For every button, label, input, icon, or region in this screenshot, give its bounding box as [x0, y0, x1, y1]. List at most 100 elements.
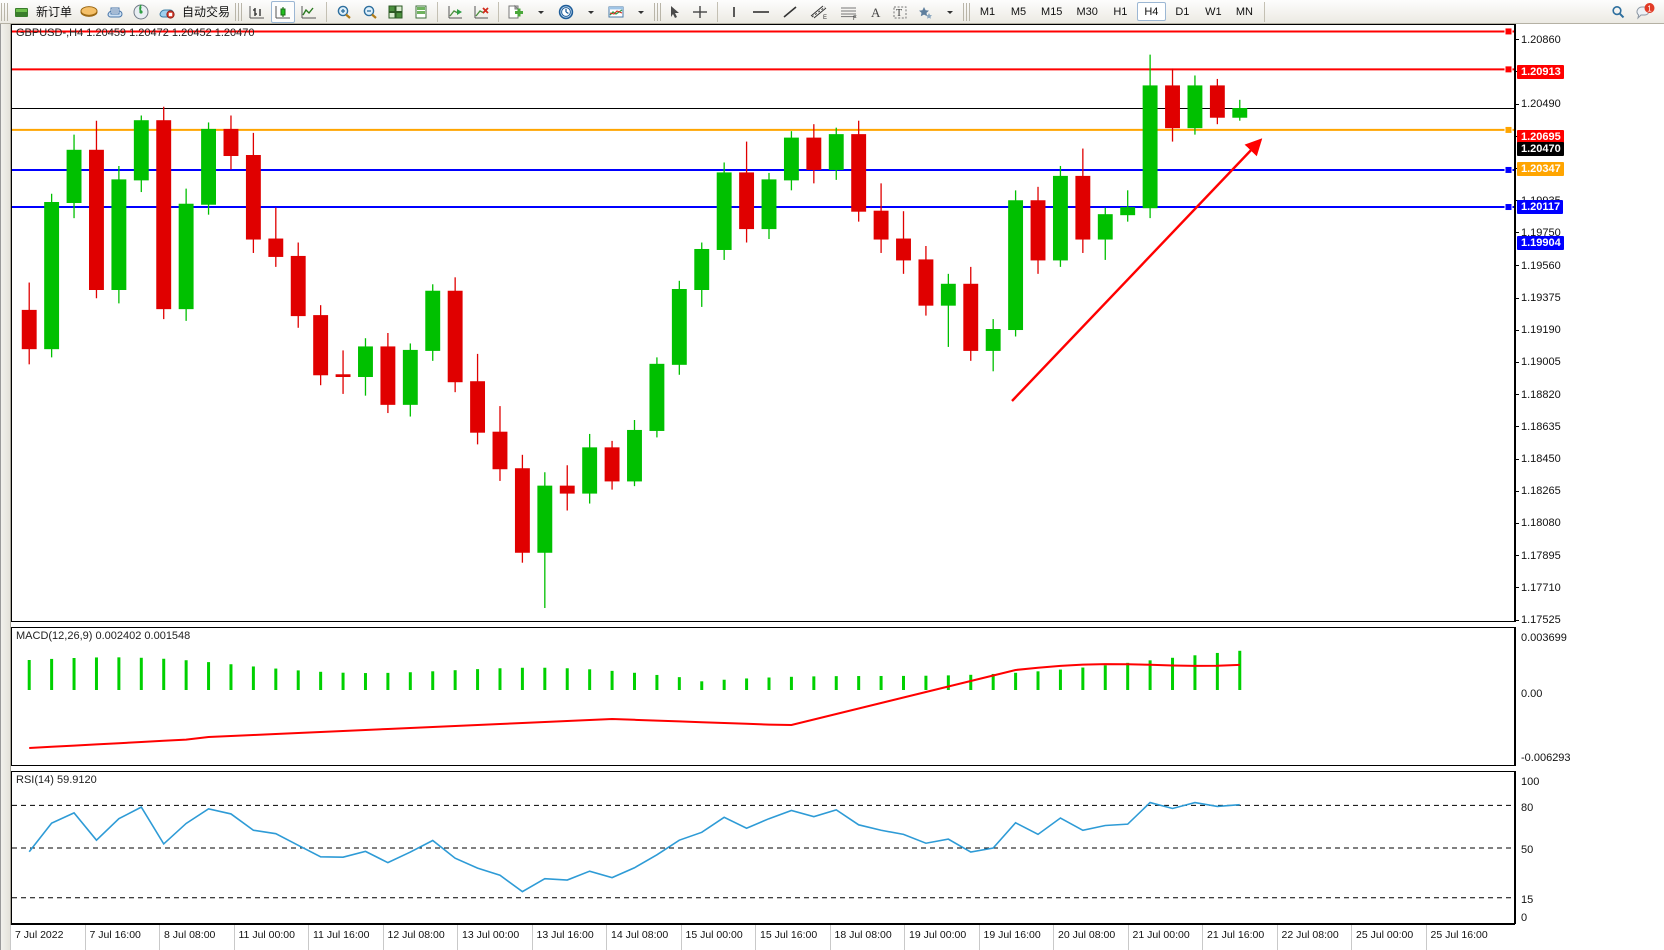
time-axis[interactable]: 7 Jul 2022 7 Jul 16:00 8 Jul 08:00 11 Jul 0…	[10, 924, 1515, 950]
resistance-1-tag[interactable]: 1.20695	[1517, 130, 1564, 144]
autotrading-label[interactable]: 自动交易	[182, 5, 231, 19]
vertical-line-icon[interactable]	[723, 1, 745, 23]
svg-text:F: F	[853, 16, 857, 20]
main-toolbar: 新订单	[0, 0, 1664, 24]
candlestick-plot[interactable]	[12, 25, 1514, 621]
time-separator	[1202, 925, 1203, 950]
line-chart-type-icon[interactable]	[297, 1, 321, 23]
price-tick: 1.19005	[1515, 357, 1561, 368]
new-order-label[interactable]: 新订单	[36, 5, 73, 19]
level-handle-support-1[interactable]	[1504, 165, 1513, 174]
data-window-icon[interactable]	[410, 1, 432, 23]
fibonacci-icon[interactable]: F	[835, 1, 863, 23]
timeframe-w1[interactable]: W1	[1199, 2, 1228, 21]
timeframe-d1[interactable]: D1	[1168, 2, 1197, 21]
candle-body	[1232, 108, 1248, 118]
price-tick: 1.19560	[1515, 260, 1561, 271]
timeframe-h4[interactable]: H4	[1136, 2, 1166, 21]
search-icon[interactable]	[1606, 1, 1630, 23]
macd-scale[interactable]: 0.003699 0.00 -0.006293	[1515, 627, 1664, 766]
last-price-tag[interactable]: 1.20470	[1517, 142, 1564, 156]
timeframe-m5[interactable]: M5	[1004, 2, 1033, 21]
candle-body	[761, 179, 777, 230]
text-icon[interactable]: A	[865, 1, 887, 23]
pivot-tag[interactable]: 1.20347	[1517, 162, 1564, 176]
level-handle-pivot[interactable]	[1504, 125, 1513, 134]
chart-header-label: GBPUSD-,H4 1.20459 1.20472 1.20452 1.204…	[16, 27, 255, 39]
support-1-tag[interactable]: 1.20117	[1517, 200, 1564, 214]
timeframe-label: M1	[979, 5, 996, 18]
cursor-icon[interactable]	[664, 1, 686, 23]
candle-body	[873, 210, 889, 240]
time-label: 25 Jul 16:00	[1430, 929, 1488, 941]
rsi-scale[interactable]: 100 80 50 15 0	[1515, 771, 1664, 924]
chevron-down-icon-4[interactable]	[939, 1, 961, 23]
bar-chart-type-icon[interactable]	[245, 1, 269, 23]
stop-tester-icon[interactable]	[469, 1, 493, 23]
timeframe-mn[interactable]: MN	[1230, 2, 1259, 21]
candlestick-chart-type-icon[interactable]	[271, 0, 296, 23]
horizontal-line-icon[interactable]	[747, 1, 775, 23]
toolbar-grip-4[interactable]	[963, 2, 971, 21]
equidistant-channel-icon[interactable]: E	[805, 1, 833, 23]
time-separator	[84, 925, 86, 950]
time-label: 22 Jul 08:00	[1281, 929, 1339, 941]
time-label: 15 Jul 00:00	[685, 929, 743, 941]
macd-axis-line	[1515, 627, 1516, 766]
time-separator	[1053, 925, 1054, 950]
objects-icon[interactable]	[913, 1, 937, 23]
chart-window[interactable]: GBPUSD-,H4 1.20459 1.20472 1.20452 1.204…	[0, 24, 1664, 950]
toolbar-grip-1[interactable]	[1, 2, 8, 21]
timeframe-label: W1	[1205, 5, 1222, 18]
zoom-out-icon[interactable]	[358, 1, 382, 23]
toolbar-separator-1	[326, 1, 328, 22]
toolbar-grip-3[interactable]	[654, 2, 662, 21]
macd-tick: 0.00	[1521, 688, 1543, 700]
timeframe-m30[interactable]: M30	[1070, 2, 1103, 21]
time-separator	[382, 925, 384, 950]
candle-body	[559, 485, 575, 494]
bar-chart-icon[interactable]	[77, 1, 101, 23]
text-label-icon[interactable]: T	[889, 1, 911, 23]
autotrading-icon[interactable]	[155, 1, 179, 23]
svg-text:T: T	[896, 8, 902, 19]
chevron-down-icon-3[interactable]	[630, 1, 652, 23]
chevron-down-icon[interactable]	[530, 1, 552, 23]
level-handle-resistance-2[interactable]	[1504, 27, 1513, 36]
templates-icon[interactable]	[504, 1, 528, 23]
candle-body	[783, 137, 799, 181]
support-2-tag[interactable]: 1.19904	[1517, 236, 1564, 250]
trendline-icon[interactable]	[777, 1, 803, 23]
timeframe-m1[interactable]: M1	[973, 2, 1002, 21]
new-order-icon[interactable]	[11, 1, 33, 23]
timeframe-h1[interactable]: H1	[1106, 2, 1135, 21]
level-handle-support-2[interactable]	[1504, 203, 1513, 212]
notifications-icon[interactable]: 1	[1632, 1, 1658, 23]
time-label: 21 Jul 00:00	[1132, 929, 1190, 941]
macd-tick: -0.006293	[1521, 752, 1571, 764]
level-handle-resistance-1[interactable]	[1504, 65, 1513, 74]
timeframe-m15[interactable]: M15	[1035, 2, 1068, 21]
toolbar-separator-4	[717, 1, 719, 22]
zoom-in-icon[interactable]	[332, 1, 356, 23]
macd-pane[interactable]: MACD(12,26,9) 0.002402 0.001548	[11, 627, 1515, 766]
time-separator	[1425, 925, 1427, 950]
rsi-pane[interactable]: RSI(14) 59.9120	[11, 771, 1515, 924]
toolbar-grip-2[interactable]	[235, 2, 243, 21]
price-pane[interactable]: GBPUSD-,H4 1.20459 1.20472 1.20452 1.204…	[11, 24, 1515, 622]
chevron-down-icon-2[interactable]	[580, 1, 602, 23]
price-scale[interactable]: 1.208601.206751.204901.203051.201201.199…	[1515, 24, 1664, 626]
news-icon[interactable]	[103, 1, 127, 23]
resistance-2-tag[interactable]: 1.20913	[1517, 65, 1564, 79]
crosshair-icon[interactable]	[688, 1, 712, 23]
indicators-icon[interactable]	[604, 1, 628, 23]
price-tick: 1.19375	[1515, 293, 1561, 304]
candle-body	[313, 315, 329, 376]
time-separator	[829, 925, 831, 950]
time-separator	[457, 925, 458, 950]
strategy-tester-icon[interactable]	[443, 1, 467, 23]
tile-windows-icon[interactable]	[384, 1, 408, 23]
signal-icon[interactable]	[129, 1, 153, 23]
period-icon[interactable]	[554, 1, 578, 23]
uptrend-arrow[interactable]	[1011, 138, 1263, 402]
